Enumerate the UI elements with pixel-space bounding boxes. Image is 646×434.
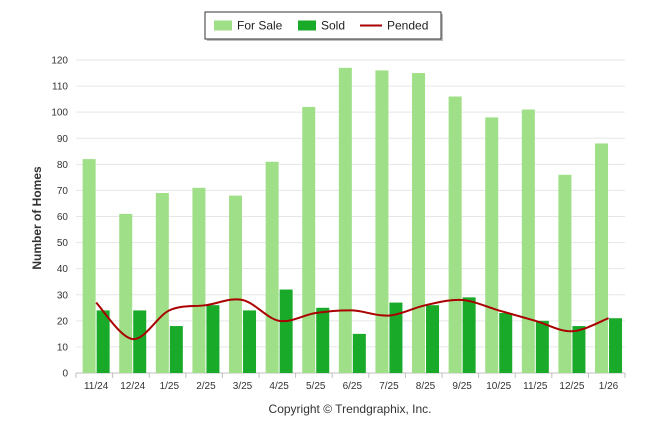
x-tick-label: 11/25 <box>523 381 548 392</box>
y-tick-label: 30 <box>57 290 69 301</box>
for-sale-bar <box>448 96 462 374</box>
for-sale-bar <box>82 159 96 373</box>
for-sale-bar <box>412 73 426 374</box>
sold-bar <box>352 333 366 373</box>
for-sale-bar <box>192 187 206 373</box>
bars <box>82 67 623 374</box>
sold-bar <box>206 305 220 373</box>
sold-bar <box>96 310 110 373</box>
sold-bar <box>279 289 293 373</box>
legend-for-sale-label: For Sale <box>237 19 283 33</box>
x-tick-label: 4/25 <box>269 381 289 392</box>
legend-sold-swatch <box>298 20 316 31</box>
x-tick-label: 12/24 <box>120 381 145 392</box>
x-tick-label: 1/25 <box>160 381 180 392</box>
legend-for-sale-swatch <box>214 20 232 31</box>
y-tick-label: 70 <box>57 186 69 197</box>
y-tick-label: 10 <box>57 342 69 353</box>
copyright-text: Copyright © Trendgraphix, Inc. <box>269 402 432 416</box>
for-sale-bar <box>338 67 352 373</box>
sold-bar <box>389 302 403 373</box>
legend: For Sale Sold Pended <box>204 11 443 41</box>
y-tick-label: 20 <box>57 316 69 327</box>
y-tick-label: 100 <box>51 108 68 119</box>
sold-bar <box>462 297 476 373</box>
sold-bar <box>133 310 147 373</box>
x-tick-label: 12/25 <box>559 381 584 392</box>
for-sale-bar <box>229 195 243 373</box>
y-tick-label: 40 <box>57 264 69 275</box>
x-tick-label: 7/25 <box>379 381 399 392</box>
sold-bar <box>316 307 330 373</box>
sold-bar <box>535 320 549 373</box>
x-tick-label: 1/26 <box>599 381 619 392</box>
x-tick-label: 2/25 <box>196 381 216 392</box>
x-tick-label: 6/25 <box>343 381 363 392</box>
legend-pended-label: Pended <box>387 19 428 33</box>
x-tick-label: 10/25 <box>486 381 511 392</box>
sold-bar <box>572 326 586 373</box>
for-sale-bar <box>302 106 316 373</box>
y-tick-label: 80 <box>57 160 69 171</box>
for-sale-bar <box>595 143 609 373</box>
sold-bar <box>609 318 623 373</box>
legend-box <box>204 11 442 40</box>
x-tick-label: 5/25 <box>306 381 326 392</box>
y-tick-label: 0 <box>62 369 68 380</box>
pended-line <box>95 298 609 341</box>
x-tick-label: 11/24 <box>84 381 109 392</box>
legend-sold-label: Sold <box>321 19 345 33</box>
sold-bar <box>426 305 440 373</box>
y-axis-label: Number of Homes <box>30 166 44 270</box>
sold-bar <box>243 310 257 373</box>
for-sale-bar <box>119 213 133 373</box>
y-tick-label: 60 <box>57 212 69 223</box>
for-sale-bar <box>485 117 499 373</box>
y-tick-label: 110 <box>52 82 68 93</box>
y-tick-label: 50 <box>57 238 69 249</box>
for-sale-bar <box>155 193 169 373</box>
sold-bar <box>499 313 513 373</box>
for-sale-bar <box>521 109 535 373</box>
pended-line-layer <box>95 298 609 341</box>
sold-bar <box>169 326 183 373</box>
x-tick-label: 3/25 <box>233 381 253 392</box>
for-sale-bar <box>558 174 572 373</box>
for-sale-bar <box>265 161 279 373</box>
y-tick-label: 120 <box>51 56 68 67</box>
x-tick-label: 9/25 <box>452 381 472 392</box>
for-sale-bar <box>375 70 389 373</box>
y-tick-label: 90 <box>57 134 69 145</box>
x-tick-label: 8/25 <box>416 381 436 392</box>
